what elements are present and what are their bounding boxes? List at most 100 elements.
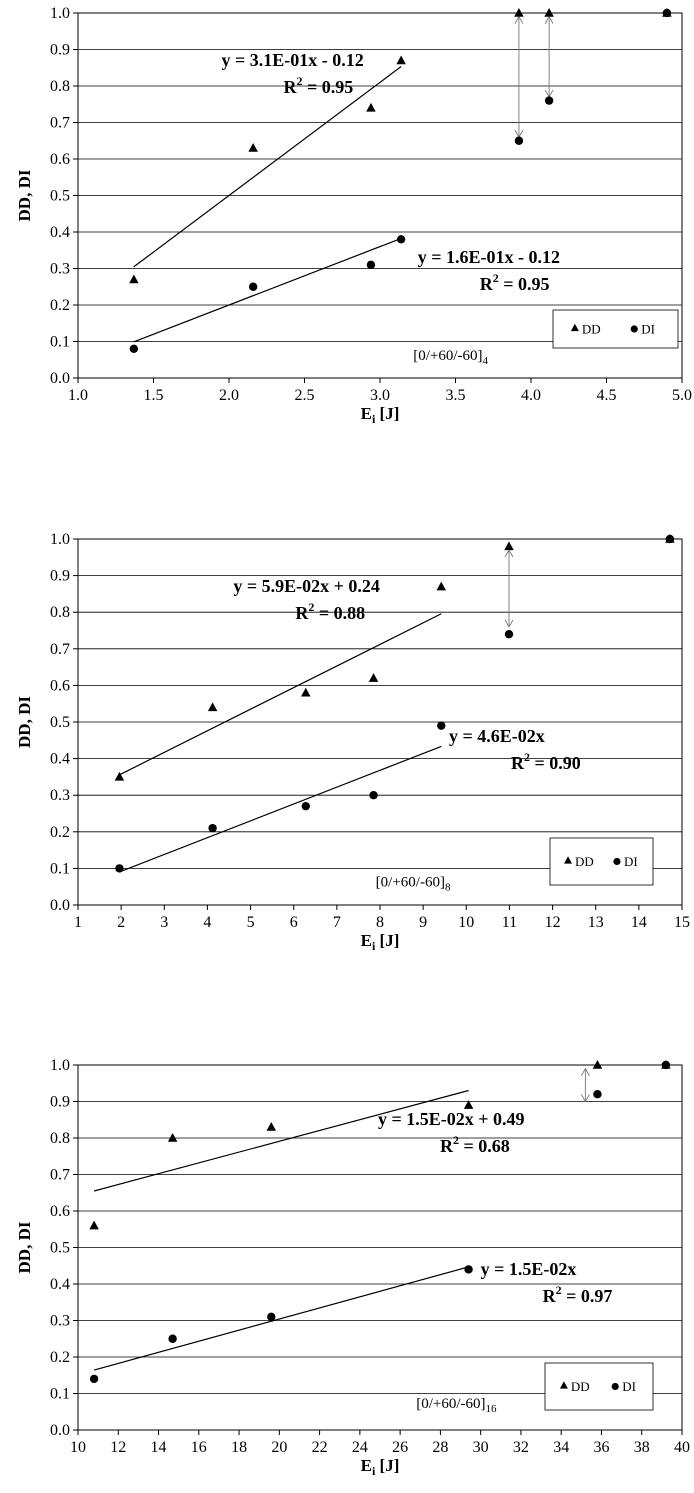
y-tick-label: 0.3 <box>50 787 70 804</box>
layup-main: [0/+60/-60] <box>376 875 445 891</box>
x-tick-label: 16 <box>191 1439 207 1456</box>
fit-r2-symbol: R <box>440 1136 454 1156</box>
legend-di-marker <box>613 857 621 866</box>
fit-r2-exponent: 2 <box>296 74 302 88</box>
fit-r2-value: = 0.88 <box>314 603 365 623</box>
dd-point <box>266 1122 277 1131</box>
trendline-di <box>119 745 442 873</box>
y-tick-label: 0.4 <box>50 224 70 241</box>
legend-dd-label: DD <box>575 854 594 869</box>
x-tick-label: 2.0 <box>219 387 239 404</box>
arrow-head-down <box>504 619 514 628</box>
di-point <box>248 282 258 291</box>
legend-dd-label: DD <box>571 1379 590 1394</box>
dd-point <box>514 8 524 17</box>
chart-1: 0.0 0.1 0.2 0.3 0.4 0.5 0.6 0.7 0.8 0.9 1.0 1.0 1.5 2… <box>15 5 692 426</box>
x-tick-label: 22 <box>312 1439 328 1456</box>
x-tick-label: 1.5 <box>144 387 164 404</box>
x-tick-label: 2.5 <box>295 387 315 404</box>
trendline-di <box>93 1266 469 1371</box>
fit-r2: R2 = 0.97 <box>543 1283 613 1306</box>
di-point <box>301 801 310 811</box>
di-point <box>267 1312 276 1322</box>
chart-3: 0.0 0.1 0.2 0.3 0.4 0.5 0.6 0.7 0.8 0.9 1.0 10 12 14 1… <box>15 1057 690 1478</box>
di-point <box>544 96 554 105</box>
di-point <box>208 823 217 833</box>
y-tick-label: 0.2 <box>50 1349 70 1366</box>
x-axis-title: Ei [J] <box>361 1456 400 1478</box>
y-tick-label: 0.4 <box>50 1276 70 1293</box>
dd-point <box>368 673 379 682</box>
legend-dd-marker <box>559 1381 568 1389</box>
y-tick-label: 0.5 <box>50 714 70 731</box>
fit-equation: y = 4.6E-02x <box>449 726 545 746</box>
y-tick-label: 0.2 <box>50 297 70 314</box>
y-tick-label: 1.0 <box>50 5 70 22</box>
y-tick-label: 0.6 <box>50 1203 70 1220</box>
y-tick-label: 1.0 <box>50 1057 70 1074</box>
y-tick-label: 0.9 <box>50 1094 70 1111</box>
trendline-dd <box>133 66 402 268</box>
legend-di-marker <box>611 1382 619 1391</box>
fit-r2-value: = 0.90 <box>530 753 581 773</box>
fit-equation: y = 1.5E-02x + 0.49 <box>378 1109 525 1129</box>
di-point <box>115 864 124 873</box>
legend-di-label: DI <box>641 322 655 337</box>
chart-2: 0.00.10.20.30.40.50.60.70.80.91.01 2 3 4 5 6 7… <box>15 531 690 953</box>
y-tick-label: 0.0 <box>50 1422 70 1439</box>
y-tick-label: 0.4 <box>50 751 70 768</box>
fit-equation: y = 5.9E-02x + 0.24 <box>233 576 380 596</box>
x-tick-label: 28 <box>432 1439 448 1456</box>
legend-dd-marker <box>564 856 573 864</box>
x-tick-label: 7 <box>333 914 341 931</box>
x-tick-label: 13 <box>588 914 604 931</box>
di-point <box>366 260 376 270</box>
di-point <box>593 1090 602 1099</box>
fit-r2-value: = 0.68 <box>459 1136 510 1156</box>
x-tick-label: 4 <box>203 914 211 931</box>
x-axis-title: Ei [J] <box>361 931 400 953</box>
layup-sub: 4 <box>483 355 489 367</box>
plot-frame <box>77 1064 683 1431</box>
x-tick-label: 32 <box>513 1439 529 1456</box>
dd-point <box>436 581 447 591</box>
x-axis-title: Ei [J] <box>361 404 400 426</box>
dd-point <box>114 771 125 781</box>
fit-equation: y = 1.5E-02x <box>481 1259 577 1279</box>
y-tick-label: 0.9 <box>50 568 70 585</box>
x-tick-label: 14 <box>631 914 647 931</box>
dd-point <box>366 102 376 112</box>
fit-r2-symbol: R <box>511 753 525 773</box>
trendline-di <box>133 237 402 343</box>
x-tick-label: 3.0 <box>370 387 390 404</box>
dd-point <box>89 1220 99 1230</box>
x-tick-label: 26 <box>392 1439 408 1456</box>
y-tick-label: 0.5 <box>50 188 70 205</box>
fit-r2-value: = 0.97 <box>562 1286 613 1306</box>
y-tick-label: 0.8 <box>50 1130 70 1147</box>
y-tick-label: 0.6 <box>50 151 70 168</box>
y-axis-title: DD, DI <box>15 1221 34 1273</box>
di-point <box>89 1374 99 1384</box>
x-axis-title-main: E <box>361 931 372 950</box>
fit-r2-exponent: 2 <box>556 1283 562 1297</box>
x-tick-label: 38 <box>634 1439 650 1456</box>
x-tick-label: 9 <box>419 914 427 931</box>
trendline-dd <box>119 613 442 776</box>
x-tick-label: 10 <box>458 914 474 931</box>
dd-point <box>167 1133 178 1142</box>
x-tick-label: 36 <box>593 1439 609 1456</box>
di-point <box>661 1060 671 1070</box>
x-tick-label: 2 <box>117 914 125 931</box>
x-axis-title-unit: [J] <box>375 931 399 950</box>
y-tick-label: 0.7 <box>50 1167 70 1184</box>
y-tick-label: 1.0 <box>50 531 70 548</box>
dd-point <box>504 541 514 551</box>
di-point <box>437 721 446 730</box>
y-tick-label: 0.2 <box>50 824 70 841</box>
di-point <box>396 235 406 244</box>
x-tick-label: 20 <box>271 1439 287 1456</box>
y-tick-label: 0.1 <box>50 1386 70 1403</box>
layup-label: [0/+60/-60]16 <box>416 1396 497 1415</box>
legend-di-label: DI <box>622 1379 636 1394</box>
